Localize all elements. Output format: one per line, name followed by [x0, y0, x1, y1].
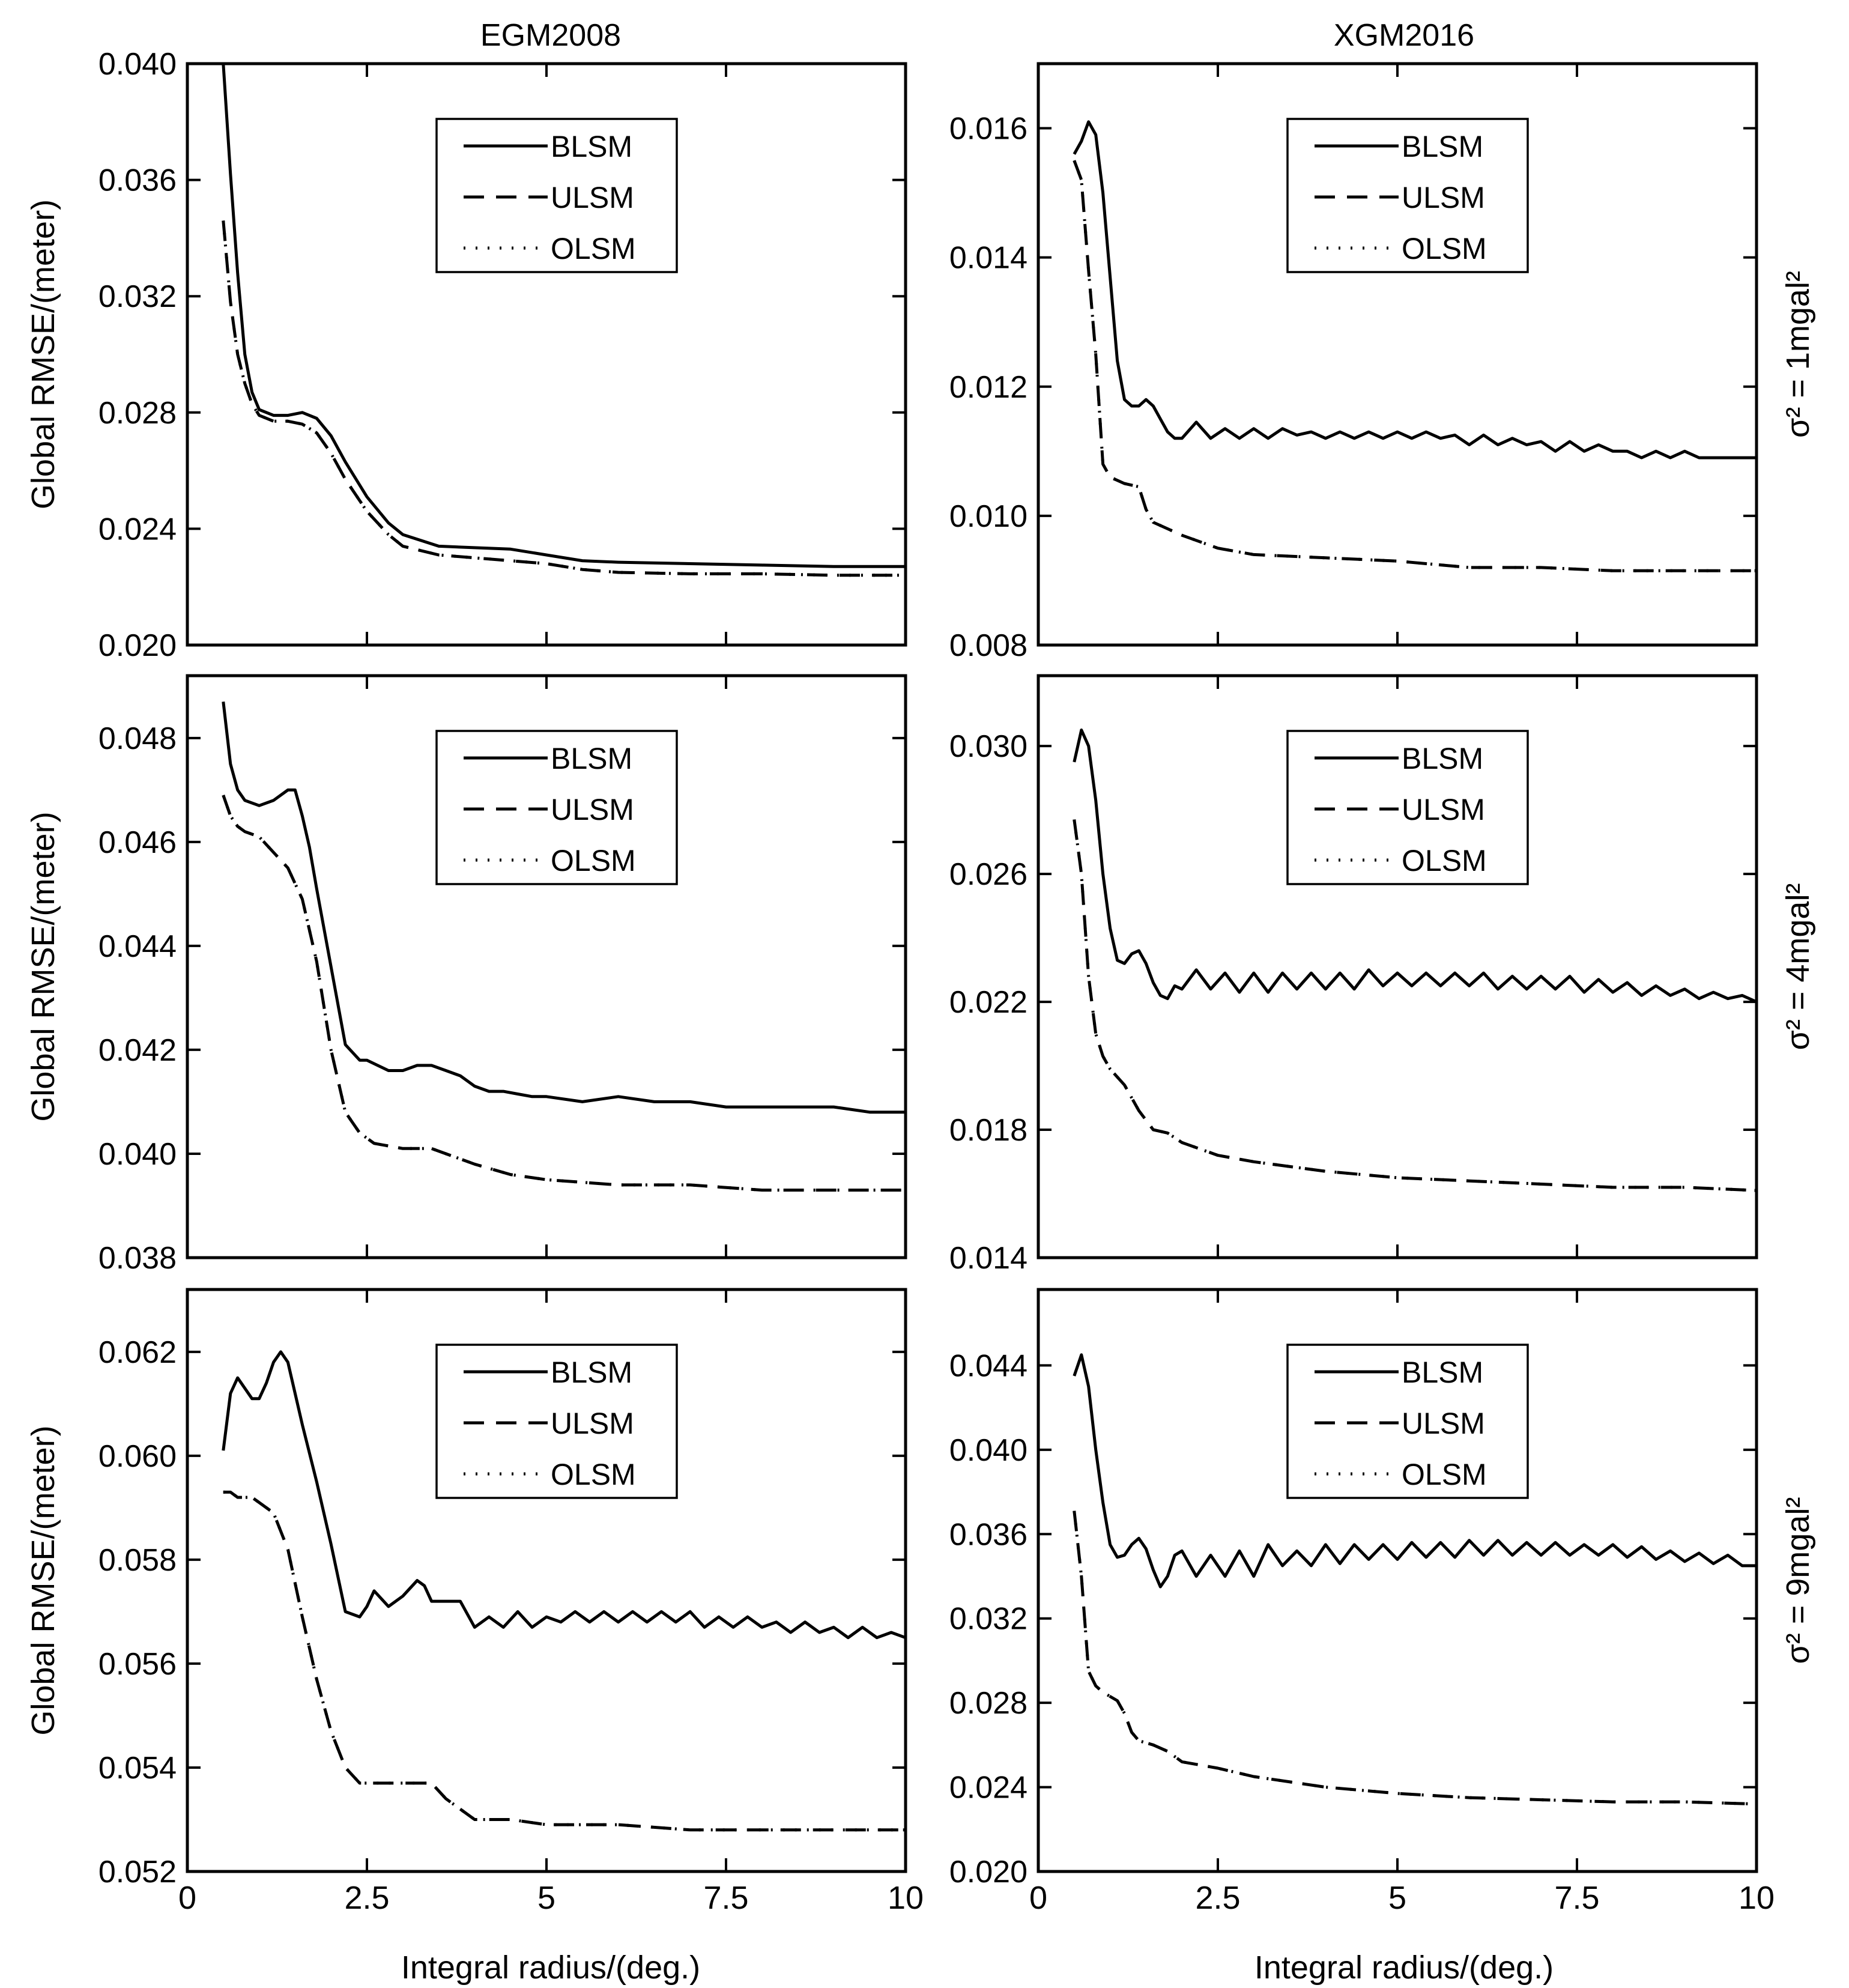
- y-tick-label: 0.018: [949, 1113, 1027, 1148]
- y-tick-label: 0.058: [98, 1543, 177, 1578]
- y-tick-label: 0.040: [98, 1137, 177, 1172]
- legend-label-ulsm: ULSM: [551, 1407, 634, 1440]
- panel-xgm2016-row-3: 0 2.5 5 7.5 10 0.020 0.024 0.028 0.032 0.036 0.040…: [949, 1288, 1816, 1916]
- panel-egm2008-row-1: 0.020 0.024 0.028 0.032 0.036 0.040 BLSM ULSM OL…: [25, 47, 907, 663]
- series-line-blsm: [1073, 120, 1757, 459]
- y-tick-label: 0.044: [949, 1348, 1027, 1383]
- y-tick-label: 0.040: [98, 47, 177, 82]
- legend-label-ulsm: ULSM: [551, 181, 634, 214]
- variance-label: σ² = 9mgal²: [1780, 1497, 1816, 1664]
- x-tick-label: 7.5: [703, 1880, 748, 1916]
- y-tick-label: 0.020: [949, 1855, 1027, 1890]
- y-tick-label: 0.028: [98, 396, 177, 431]
- x-tick-label: 2.5: [344, 1880, 389, 1916]
- legend-label-blsm: BLSM: [1402, 1356, 1483, 1389]
- series-line-ulsm: [222, 795, 906, 1192]
- series-line-blsm: [222, 702, 906, 1114]
- y-tick-label: 0.020: [98, 628, 177, 663]
- y-axis-label: Global RMSE/(meter): [25, 199, 61, 509]
- y-tick-label: 0.008: [949, 628, 1027, 663]
- y-tick-label: 0.016: [949, 112, 1027, 147]
- legend-label-olsm: OLSM: [1402, 1458, 1487, 1491]
- variance-label: σ² = 1mgal²: [1780, 271, 1816, 438]
- y-tick-label: 0.052: [98, 1855, 177, 1890]
- y-tick-label: 0.060: [98, 1439, 177, 1474]
- x-tick-label: 5: [1388, 1880, 1406, 1916]
- y-tick-label: 0.048: [98, 721, 177, 756]
- legend-label-ulsm: ULSM: [1402, 181, 1485, 214]
- legend-label-olsm: OLSM: [1402, 844, 1487, 877]
- y-tick-label: 0.036: [98, 163, 177, 198]
- column-title-egm2008: EGM2008: [480, 18, 621, 53]
- legend-label-ulsm: ULSM: [1402, 1407, 1485, 1440]
- y-axis-label: Global RMSE/(meter): [25, 1425, 61, 1735]
- y-tick-label: 0.024: [98, 512, 177, 547]
- y-tick-label: 0.032: [98, 279, 177, 314]
- legend-label-olsm: OLSM: [1402, 232, 1487, 265]
- legend-label-olsm: OLSM: [551, 232, 636, 265]
- legend-label-olsm: OLSM: [551, 1458, 636, 1491]
- series-line-ulsm: [222, 220, 906, 577]
- xlabel-right: Integral radius/(deg.): [1254, 1950, 1554, 1986]
- legend-label-blsm: BLSM: [551, 130, 632, 163]
- series-line-ulsm: [1073, 160, 1757, 572]
- x-tick-label: 7.5: [1554, 1880, 1599, 1916]
- y-tick-label: 0.044: [98, 929, 177, 964]
- panel-egm2008-row-2: 0.038 0.040 0.042 0.044 0.046 0.048 BLSM ULSM OL…: [25, 674, 907, 1276]
- y-tick-label: 0.014: [949, 1241, 1027, 1276]
- legend-label-blsm: BLSM: [551, 1356, 632, 1389]
- x-tick-label: 2.5: [1195, 1880, 1240, 1916]
- y-tick-label: 0.062: [98, 1335, 177, 1370]
- y-tick-label: 0.042: [98, 1033, 177, 1068]
- y-tick-label: 0.056: [98, 1647, 177, 1682]
- y-tick-label: 0.028: [949, 1686, 1027, 1721]
- y-tick-label: 0.036: [949, 1517, 1027, 1552]
- legend-label-blsm: BLSM: [551, 742, 632, 775]
- xlabel-left: Integral radius/(deg.): [401, 1950, 700, 1986]
- y-tick-label: 0.030: [949, 729, 1027, 764]
- y-tick-label: 0.038: [98, 1241, 177, 1276]
- panel-xgm2016-row-2: 0.014 0.018 0.022 0.026 0.030 BLSM ULSM OLSM σ² …: [949, 674, 1816, 1276]
- series-line-blsm: [1073, 1353, 1757, 1589]
- series-line-blsm: [222, 1350, 906, 1640]
- y-tick-label: 0.024: [949, 1771, 1027, 1805]
- x-tick-label: 10: [888, 1880, 924, 1916]
- legend-label-blsm: BLSM: [1402, 742, 1483, 775]
- variance-label: σ² = 4mgal²: [1780, 883, 1816, 1050]
- series-line-ulsm: [1073, 1511, 1757, 1806]
- y-tick-label: 0.054: [98, 1751, 177, 1786]
- panel-xgm2016-row-1: 0.008 0.010 0.012 0.014 0.016 BLSM ULSM OLSM σ² …: [949, 62, 1816, 663]
- y-tick-label: 0.010: [949, 499, 1027, 534]
- series-line-blsm: [1073, 729, 1758, 1004]
- panel-egm2008-row-3: 0 2.5 5 7.5 10 0.052 0.054 0.056 0.058 0.060 0.062…: [25, 1288, 924, 1916]
- legend-label-blsm: BLSM: [1402, 130, 1483, 163]
- series-line-blsm: [222, 63, 906, 568]
- legend-label-ulsm: ULSM: [1402, 793, 1485, 826]
- y-tick-label: 0.046: [98, 825, 177, 860]
- x-tick-label: 10: [1739, 1880, 1775, 1916]
- series-line-ulsm: [223, 1490, 906, 1832]
- x-tick-label: 0: [1029, 1880, 1047, 1916]
- y-axis-label: Global RMSE/(meter): [25, 811, 61, 1121]
- y-tick-label: 0.022: [949, 985, 1027, 1020]
- y-tick-label: 0.026: [949, 857, 1027, 892]
- legend-label-ulsm: ULSM: [551, 793, 634, 826]
- column-title-xgm2016: XGM2016: [1334, 18, 1474, 53]
- y-tick-label: 0.012: [949, 370, 1027, 405]
- series-line-olsm: [223, 1490, 906, 1832]
- legend-label-olsm: OLSM: [551, 844, 636, 877]
- series-line-olsm: [222, 220, 906, 577]
- y-tick-label: 0.040: [949, 1433, 1027, 1468]
- y-tick-label: 0.032: [949, 1602, 1027, 1637]
- y-tick-label: 0.014: [949, 241, 1027, 276]
- panels-group: 0.020 0.024 0.028 0.032 0.036 0.040 BLSM ULSM OL…: [25, 47, 1816, 1916]
- x-tick-label: 5: [537, 1880, 555, 1916]
- x-tick-label: 0: [178, 1880, 196, 1916]
